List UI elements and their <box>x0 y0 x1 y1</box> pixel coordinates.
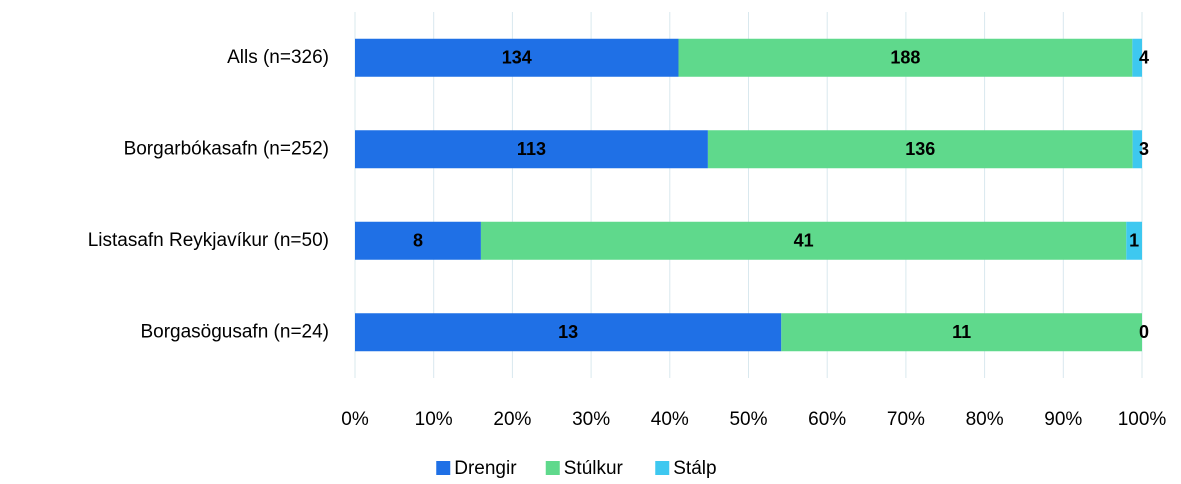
legend-label: Stálp <box>673 458 716 479</box>
bar-segment <box>355 130 708 169</box>
data-label: 134 <box>502 48 532 68</box>
x-tick-label: 100% <box>1118 409 1167 430</box>
x-tick-label: 70% <box>887 409 925 430</box>
data-label: 0 <box>1139 322 1149 342</box>
x-tick-label: 30% <box>572 409 610 430</box>
bar-segment <box>355 38 679 77</box>
data-label: 41 <box>794 231 814 251</box>
x-tick-label: 90% <box>1044 409 1082 430</box>
legend-label: Stúlkur <box>564 458 624 479</box>
x-tick-label: 60% <box>808 409 846 430</box>
bar-segment <box>707 130 1133 169</box>
legend: Drengir Stúlkur Stálp <box>436 458 717 479</box>
bar-segment <box>1132 130 1142 169</box>
x-tick-label: 80% <box>966 409 1004 430</box>
x-tick-label: 40% <box>651 409 689 430</box>
bar-segment <box>678 38 1133 77</box>
y-tick-label: Borgarbókasafn (n=252) <box>124 138 329 159</box>
x-tick-label: 0% <box>341 409 369 430</box>
x-tick-label: 20% <box>493 409 531 430</box>
data-label: 136 <box>905 139 935 159</box>
bar-segment <box>355 221 481 260</box>
y-tick-label: Alls (n=326) <box>227 47 329 68</box>
bar-segment <box>1132 38 1142 77</box>
data-label: 11 <box>952 322 971 342</box>
y-tick-label: Listasafn Reykjavíkur (n=50) <box>88 230 329 251</box>
bar-segment <box>1126 221 1142 260</box>
bar-segment <box>781 313 1142 352</box>
bar-segment <box>355 313 782 352</box>
legend-label: Drengir <box>454 458 517 479</box>
data-label: 4 <box>1139 48 1149 68</box>
data-label: 3 <box>1139 139 1149 159</box>
data-label: 188 <box>890 48 920 68</box>
bar-segment <box>480 221 1127 260</box>
data-label: 8 <box>413 231 423 251</box>
legend-swatch <box>545 461 560 475</box>
legend-swatch <box>436 461 451 475</box>
data-label: 113 <box>517 139 546 159</box>
data-label: 1 <box>1129 231 1139 251</box>
data-label: 13 <box>558 322 578 342</box>
x-tick-label: 50% <box>729 409 767 430</box>
legend-swatch <box>655 461 670 475</box>
y-tick-label: Borgasögusafn (n=24) <box>140 321 329 342</box>
x-tick-label: 10% <box>415 409 453 430</box>
